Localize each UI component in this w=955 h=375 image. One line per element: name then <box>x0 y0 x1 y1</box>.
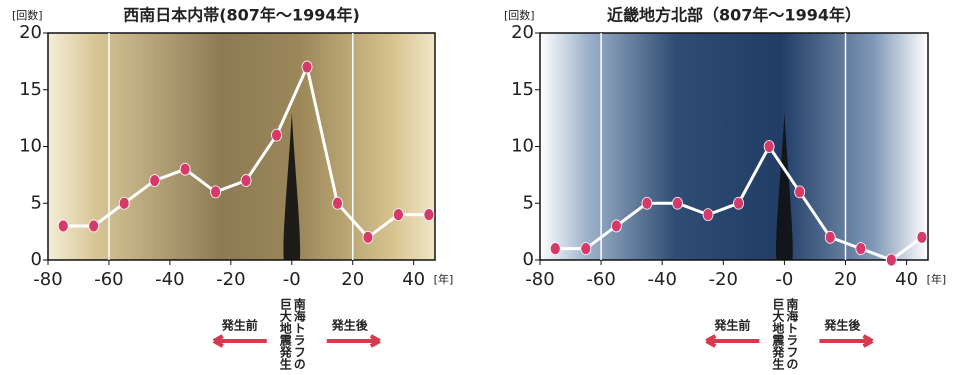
x-tick-label: -60 <box>94 269 123 290</box>
x-tick-label: 40 <box>895 269 918 290</box>
x-tick-label: 20 <box>341 269 364 290</box>
arrow-right <box>327 336 380 346</box>
x-tick-label: -20 <box>709 269 738 290</box>
before-label: 発生前 <box>221 318 258 333</box>
point <box>302 61 312 73</box>
x-axis-label: [年] <box>434 272 454 286</box>
point <box>917 231 927 243</box>
figure: 西南日本内帯(807年～1994年) [回数] 0 5 10 15 20 -80 -60 -40 -… <box>0 0 955 375</box>
y-tick-label: 0 <box>31 249 42 270</box>
plot-area <box>540 33 928 260</box>
y-tick-label: 20 <box>511 22 534 43</box>
y-tick-label: 5 <box>31 192 42 213</box>
point <box>150 175 160 187</box>
point <box>272 129 282 141</box>
x-tick-label: -0 <box>283 269 301 290</box>
event-label: 巨大地震発生 <box>278 298 292 371</box>
point <box>241 175 251 187</box>
x-axis-label: [年] <box>927 272 947 286</box>
y-axis-label: [回数] <box>504 9 535 22</box>
point <box>856 243 866 255</box>
point <box>363 231 373 243</box>
point <box>611 220 621 232</box>
x-tick-label: 20 <box>834 269 857 290</box>
point <box>211 186 221 198</box>
x-tick-label: -80 <box>525 269 554 290</box>
event-label: 南海トラフの <box>785 297 799 370</box>
arrow-left <box>706 336 759 346</box>
point <box>703 209 713 221</box>
y-tick-label: 10 <box>511 136 534 157</box>
point <box>886 254 896 266</box>
x-tick-label: -60 <box>586 269 615 290</box>
point <box>672 197 682 209</box>
plot-area <box>48 33 435 260</box>
arrow-left <box>214 336 267 346</box>
y-tick-label: 10 <box>19 136 42 157</box>
point <box>119 197 129 209</box>
event-label: 南海トラフの <box>292 297 306 370</box>
x-tick-label: -20 <box>216 269 245 290</box>
point <box>180 163 190 175</box>
x-tick-label: -40 <box>648 269 677 290</box>
point <box>89 220 99 232</box>
x-tick-label: 40 <box>402 269 425 290</box>
point <box>393 209 403 221</box>
chart-title: 西南日本内帯(807年～1994年) <box>123 6 360 25</box>
y-tick-label: 20 <box>19 22 42 43</box>
after-label: 発生後 <box>331 318 369 333</box>
point <box>642 197 652 209</box>
after-label: 発生後 <box>823 318 861 333</box>
point <box>550 243 560 255</box>
point <box>58 220 68 232</box>
y-tick-label: 15 <box>511 79 534 100</box>
x-tick-label: -40 <box>155 269 184 290</box>
point <box>424 209 434 221</box>
y-axis-label: [回数] <box>12 9 43 22</box>
point <box>734 197 744 209</box>
y-tick-label: 0 <box>523 249 534 270</box>
point <box>332 197 342 209</box>
event-label: 巨大地震発生 <box>771 298 785 371</box>
y-tick-label: 15 <box>19 79 42 100</box>
x-tick-label: -0 <box>775 269 793 290</box>
point <box>825 231 835 243</box>
point <box>795 186 805 198</box>
chart-title: 近畿地方北部（807年～1994年） <box>607 6 861 25</box>
y-tick-label: 5 <box>523 192 534 213</box>
arrow-right <box>819 336 872 346</box>
before-label: 発生前 <box>713 318 750 333</box>
x-tick-label: -80 <box>33 269 62 290</box>
point <box>764 141 774 153</box>
point <box>581 243 591 255</box>
